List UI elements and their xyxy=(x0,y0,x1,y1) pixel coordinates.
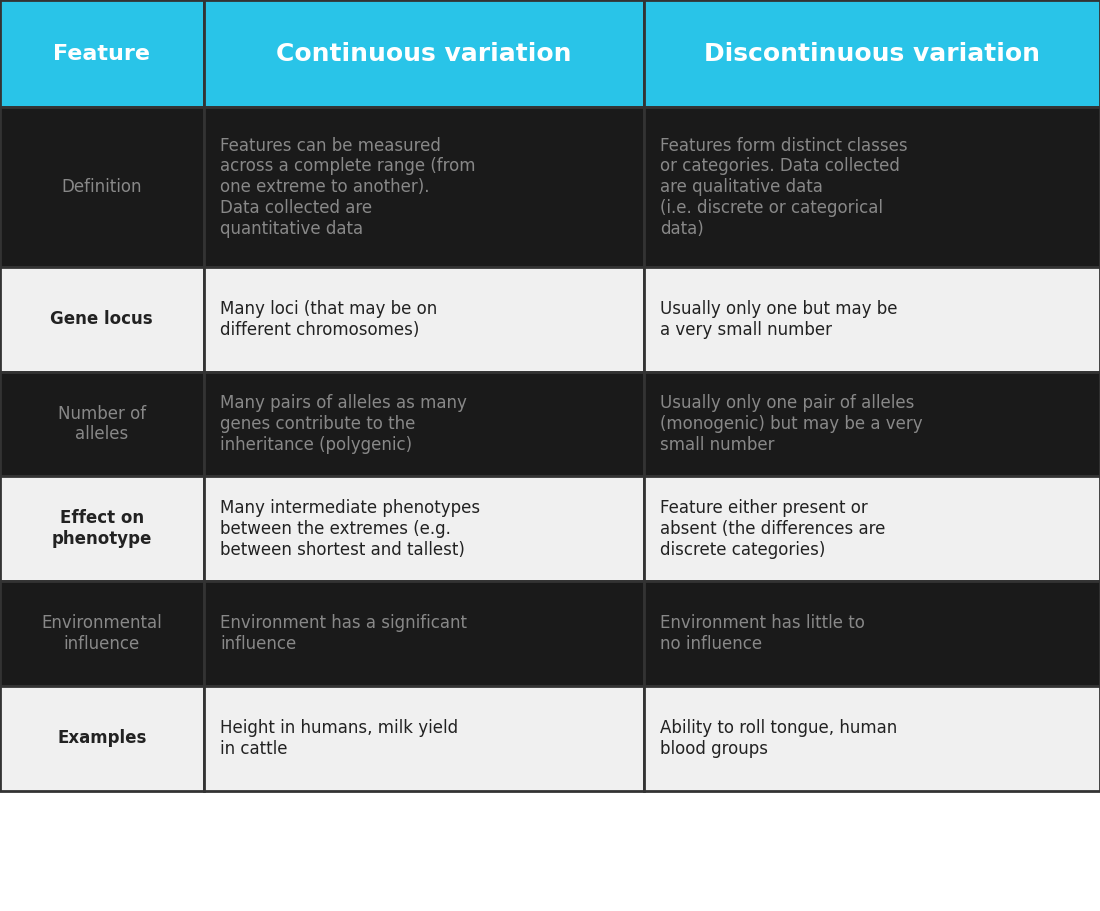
Text: Features can be measured
across a complete range (from
one extreme to another).
: Features can be measured across a comple… xyxy=(220,137,475,238)
Text: Gene locus: Gene locus xyxy=(51,311,153,328)
FancyBboxPatch shape xyxy=(644,686,1100,791)
FancyBboxPatch shape xyxy=(644,107,1100,267)
Text: Number of
alleles: Number of alleles xyxy=(57,404,146,444)
Text: Many loci (that may be on
different chromosomes): Many loci (that may be on different chro… xyxy=(220,300,438,339)
Text: Many pairs of alleles as many
genes contribute to the
inheritance (polygenic): Many pairs of alleles as many genes cont… xyxy=(220,394,466,454)
Text: Effect on
phenotype: Effect on phenotype xyxy=(52,509,152,548)
FancyBboxPatch shape xyxy=(644,581,1100,686)
FancyBboxPatch shape xyxy=(204,686,644,791)
Text: Environmental
influence: Environmental influence xyxy=(42,614,162,653)
FancyBboxPatch shape xyxy=(644,372,1100,476)
Text: Feature either present or
absent (the differences are
discrete categories): Feature either present or absent (the di… xyxy=(660,499,886,558)
Text: Ability to roll tongue, human
blood groups: Ability to roll tongue, human blood grou… xyxy=(660,719,898,758)
FancyBboxPatch shape xyxy=(644,476,1100,581)
FancyBboxPatch shape xyxy=(0,0,204,107)
Text: Feature: Feature xyxy=(53,44,151,64)
Text: Discontinuous variation: Discontinuous variation xyxy=(704,42,1040,66)
FancyBboxPatch shape xyxy=(0,581,204,686)
Text: Features form distinct classes
or categories. Data collected
are qualitative dat: Features form distinct classes or catego… xyxy=(660,137,908,238)
Text: Usually only one but may be
a very small number: Usually only one but may be a very small… xyxy=(660,300,898,339)
Text: Usually only one pair of alleles
(monogenic) but may be a very
small number: Usually only one pair of alleles (monoge… xyxy=(660,394,923,454)
Text: Environment has a significant
influence: Environment has a significant influence xyxy=(220,614,468,653)
FancyBboxPatch shape xyxy=(204,107,644,267)
FancyBboxPatch shape xyxy=(204,0,644,107)
FancyBboxPatch shape xyxy=(0,686,204,791)
Text: Examples: Examples xyxy=(57,730,146,747)
FancyBboxPatch shape xyxy=(204,372,644,476)
Text: Height in humans, milk yield
in cattle: Height in humans, milk yield in cattle xyxy=(220,719,458,758)
FancyBboxPatch shape xyxy=(0,372,204,476)
FancyBboxPatch shape xyxy=(204,581,644,686)
FancyBboxPatch shape xyxy=(0,267,204,372)
Text: Definition: Definition xyxy=(62,179,142,196)
FancyBboxPatch shape xyxy=(644,0,1100,107)
FancyBboxPatch shape xyxy=(204,476,644,581)
FancyBboxPatch shape xyxy=(644,267,1100,372)
FancyBboxPatch shape xyxy=(204,267,644,372)
Text: Continuous variation: Continuous variation xyxy=(276,42,571,66)
FancyBboxPatch shape xyxy=(0,107,204,267)
Text: Many intermediate phenotypes
between the extremes (e.g.
between shortest and tal: Many intermediate phenotypes between the… xyxy=(220,499,480,558)
Text: Environment has little to
no influence: Environment has little to no influence xyxy=(660,614,865,653)
FancyBboxPatch shape xyxy=(0,476,204,581)
